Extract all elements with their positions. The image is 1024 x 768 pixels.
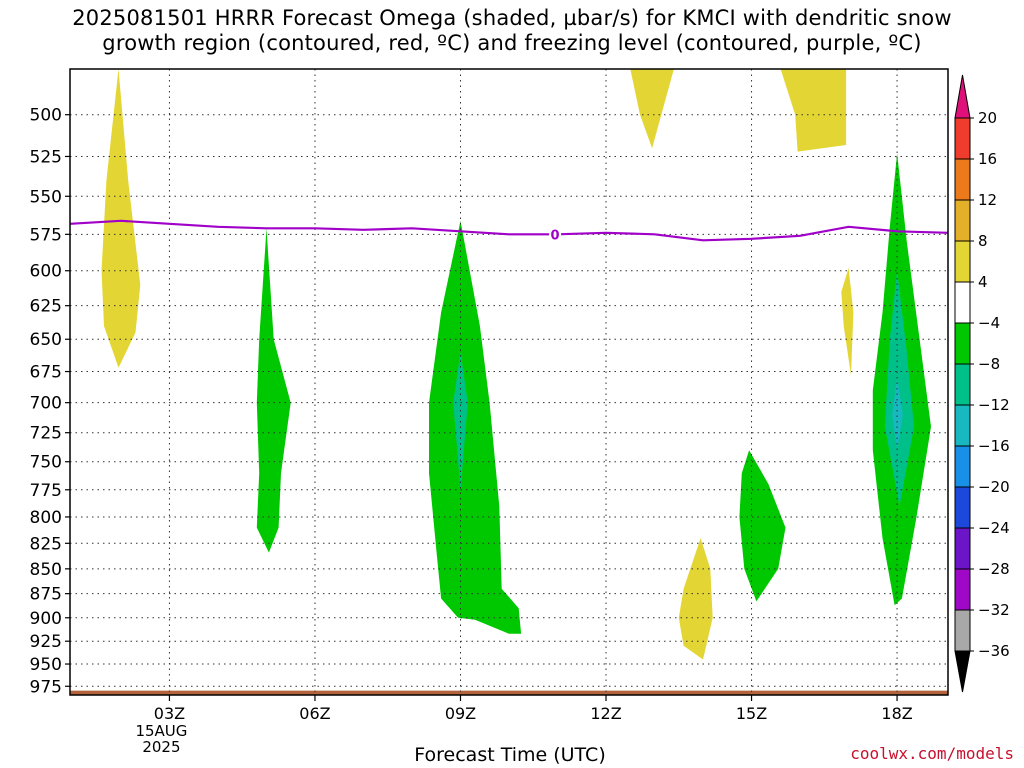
colorbar-box-11	[954, 527, 971, 570]
y-tick-label-900: 900	[30, 609, 62, 629]
plot-area	[70, 69, 948, 695]
colorbar-label-10: −24	[978, 519, 1010, 537]
x-tick-date-0: 15AUG	[135, 722, 187, 740]
colorbar-box-6	[954, 322, 971, 365]
freezing-level-label: 0	[551, 228, 560, 243]
colorbar-label-4: 4	[978, 273, 988, 291]
y-tick-label-675: 675	[30, 363, 62, 383]
x-tick-label-03Z: 03Z	[154, 704, 185, 723]
colorbar-bottom-arrow	[954, 650, 971, 693]
colorbar-box-4	[954, 240, 971, 283]
plot-frame	[69, 68, 949, 696]
colorbar-label-12: −32	[978, 601, 1010, 619]
colorbar-box-10	[954, 486, 971, 529]
x-tick-label-09Z: 09Z	[445, 704, 476, 723]
surface-ground	[70, 690, 948, 695]
colorbar-box-1	[954, 117, 971, 160]
colorbar-box-5	[954, 281, 971, 324]
y-tick-label-700: 700	[30, 394, 62, 414]
y-tick-label-750: 750	[30, 453, 62, 473]
omega-region-3	[429, 220, 522, 634]
colorbar-box-9	[954, 445, 971, 488]
omega-region-2	[256, 228, 291, 553]
colorbar-box-2	[954, 158, 971, 201]
y-tick-label-650: 650	[30, 330, 62, 350]
omega-region-9	[841, 267, 854, 376]
freezing-level-line	[70, 219, 948, 242]
y-tick-label-975: 975	[30, 677, 62, 697]
y-tick-label-875: 875	[30, 585, 62, 605]
y-tick-label-775: 775	[30, 481, 62, 501]
colorbar-box-13	[954, 609, 971, 652]
omega-region-5	[630, 69, 674, 149]
colorbar-label-3: 8	[978, 232, 988, 250]
y-tick-label-800: 800	[30, 508, 62, 528]
colorbar-label-9: −20	[978, 478, 1010, 496]
omega-region-6	[678, 538, 713, 660]
title-line-1: 2025081501 HRRR Forecast Omega (shaded, …	[72, 6, 952, 30]
omega-region-8	[739, 450, 786, 602]
y-tick-label-550: 550	[30, 187, 62, 207]
colorbar-label-13: −36	[978, 642, 1010, 660]
chart-title: 2025081501 HRRR Forecast Omega (shaded, …	[0, 6, 1024, 56]
title-line-2: growth region (contoured, red, ºC) and f…	[102, 31, 922, 55]
colorbar-label-8: −16	[978, 437, 1010, 455]
y-tick-label-850: 850	[30, 560, 62, 580]
colorbar-box-7	[954, 363, 971, 406]
colorbar-box-3	[954, 199, 971, 242]
colorbar-label-5: −4	[978, 314, 1000, 332]
freezing-level-label-bg	[549, 226, 562, 243]
y-tick-label-600: 600	[30, 262, 62, 282]
omega-region-1	[101, 69, 141, 368]
y-tick-label-825: 825	[30, 534, 62, 554]
plot-content: 0	[70, 69, 948, 695]
y-tick-label-525: 525	[30, 147, 62, 167]
y-tick-label-500: 500	[30, 106, 62, 126]
x-tick-date-1: 2025	[142, 738, 180, 756]
omega-region-11	[884, 270, 914, 507]
colorbar-label-0: 20	[978, 109, 997, 127]
x-tick-label-18Z: 18Z	[881, 704, 912, 723]
omega-region-12	[892, 377, 903, 451]
colorbar-label-1: 16	[978, 150, 997, 168]
colorbar-label-6: −8	[978, 355, 1000, 373]
y-tick-label-925: 925	[30, 632, 62, 652]
colorbar-top-arrow	[954, 74, 971, 119]
y-tick-label-625: 625	[30, 297, 62, 317]
x-tick-label-12Z: 12Z	[590, 704, 621, 723]
y-tick-label-575: 575	[30, 225, 62, 245]
x-tick-label-06Z: 06Z	[299, 704, 330, 723]
x-axis-label: Forecast Time (UTC)	[414, 744, 606, 766]
omega-region-7	[780, 69, 847, 152]
colorbar-box-12	[954, 568, 971, 611]
colorbar-label-2: 12	[978, 191, 997, 209]
colorbar-box-8	[954, 404, 971, 447]
colorbar-label-7: −12	[978, 396, 1010, 414]
y-tick-label-725: 725	[30, 424, 62, 444]
x-tick-label-15Z: 15Z	[736, 704, 767, 723]
colorbar-label-11: −28	[978, 560, 1010, 578]
y-tick-label-950: 950	[30, 655, 62, 675]
credit-link[interactable]: coolwx.com/models	[850, 744, 1014, 763]
